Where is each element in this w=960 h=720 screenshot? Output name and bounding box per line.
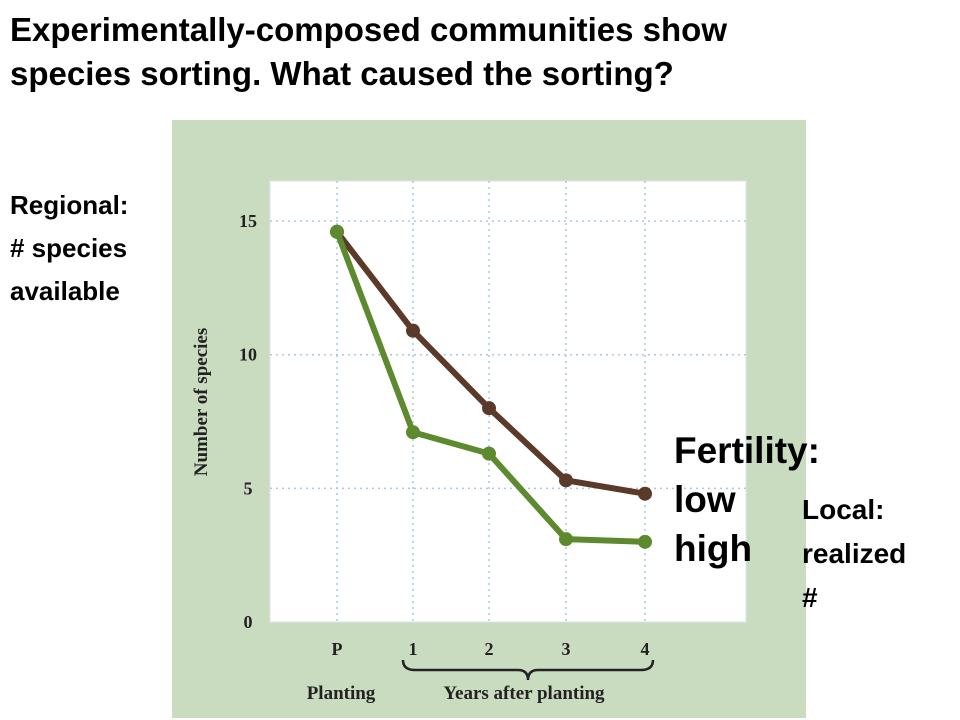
years-brace (401, 659, 655, 681)
x-tick-label: 3 (562, 639, 571, 659)
data-point-high (330, 224, 344, 239)
title-line-2: species sorting. What caused the sorting… (10, 55, 674, 92)
local-note-line-2: realized (802, 538, 907, 569)
y-tick-label: 10 (239, 345, 257, 365)
y-tick-label: 5 (244, 478, 253, 498)
data-point-low (559, 473, 573, 488)
y-axis-label: Number of species (191, 328, 212, 476)
regional-note-line-3: available (10, 276, 120, 306)
data-point-high (559, 532, 573, 547)
regional-note-line-2: # species (10, 233, 128, 263)
x-tick-label: 1 (409, 639, 418, 659)
x-tick-label: 2 (485, 639, 494, 659)
slide-title: Experimentally-composed communities show… (10, 8, 950, 96)
data-point-low (406, 323, 420, 338)
fertility-note-low: low (674, 479, 736, 520)
plot-area (269, 180, 747, 623)
x-tick-label: 4 (641, 639, 650, 659)
x-axis-label-years: Years after planting (443, 683, 605, 704)
local-note-line-3: # (802, 582, 818, 613)
local-note: Local: realized # (802, 488, 906, 620)
data-point-high (482, 446, 496, 461)
local-note-line-1: Local: (802, 494, 885, 525)
regional-note-line-1: Regional: (10, 190, 129, 220)
fertility-note: Fertility: low high (674, 426, 820, 573)
title-line-1: Experimentally-composed communities show (10, 11, 728, 48)
data-point-high (638, 534, 652, 549)
fertility-note-line-1: Fertility: (674, 430, 820, 471)
fertility-note-high: high (674, 528, 753, 569)
data-point-low (638, 486, 652, 501)
y-tick-label: 0 (244, 612, 253, 632)
data-point-high (406, 425, 420, 440)
x-tick-label: P (332, 639, 343, 659)
x-axis-label-planting: Planting (307, 683, 376, 704)
y-tick-label: 15 (239, 211, 257, 231)
regional-note: Regional: # species available (10, 184, 128, 313)
data-point-low (482, 401, 496, 416)
